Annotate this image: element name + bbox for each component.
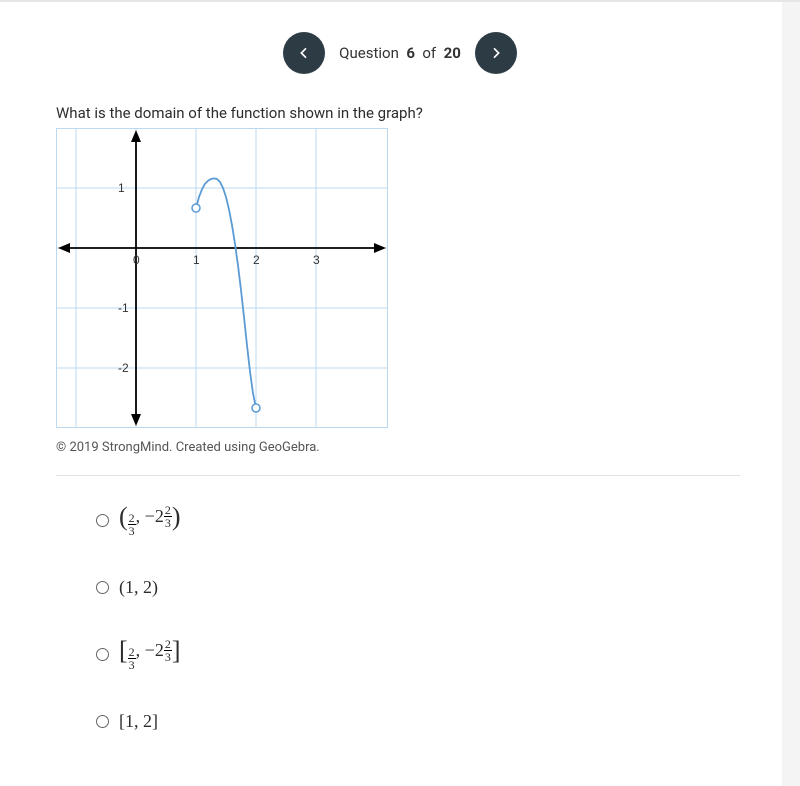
question-of-word: of (422, 44, 436, 62)
question-current: 6 (406, 44, 415, 62)
radio-icon (96, 715, 109, 728)
question-label-prefix: Question (339, 44, 399, 62)
graph-credit: © 2019 StrongMind. Created using GeoGebr… (56, 440, 740, 455)
choice-a[interactable]: (23, −223) (96, 504, 740, 537)
choice-d[interactable]: [1, 2] (96, 711, 740, 732)
radio-icon (96, 514, 109, 527)
next-question-button[interactable] (475, 32, 517, 74)
scrollbar-gutter (782, 2, 800, 786)
choice-c[interactable]: [23, −223] (96, 638, 740, 671)
svg-text:1: 1 (118, 181, 125, 195)
function-graph-svg: 0 1 2 3 -2 -1 1 (56, 128, 388, 428)
radio-icon (96, 648, 109, 661)
choice-b[interactable]: (1, 2) (96, 577, 740, 598)
graph-figure: 0 1 2 3 -2 -1 1 (56, 128, 740, 432)
svg-text:2: 2 (253, 253, 260, 267)
chevron-left-icon (296, 45, 312, 61)
answer-choices: (23, −223) (1, 2) [23, −223] [1, 2] (56, 504, 740, 732)
choice-c-label: [23, −223] (119, 638, 181, 671)
chevron-right-icon (488, 45, 504, 61)
choice-a-label: (23, −223) (119, 504, 181, 537)
svg-text:3: 3 (313, 253, 320, 267)
svg-text:-1: -1 (118, 301, 129, 315)
prev-question-button[interactable] (283, 32, 325, 74)
choice-d-label: [1, 2] (119, 711, 158, 732)
question-text: What is the domain of the function shown… (56, 104, 740, 122)
question-counter: Question 6 of 20 (339, 44, 461, 62)
choice-b-label: (1, 2) (119, 577, 158, 598)
divider (56, 475, 740, 476)
question-total: 20 (444, 44, 461, 62)
radio-icon (96, 581, 109, 594)
question-nav-header: Question 6 of 20 (0, 2, 800, 84)
svg-text:1: 1 (193, 253, 200, 267)
svg-text:0: 0 (133, 253, 140, 267)
svg-text:-2: -2 (118, 361, 129, 375)
